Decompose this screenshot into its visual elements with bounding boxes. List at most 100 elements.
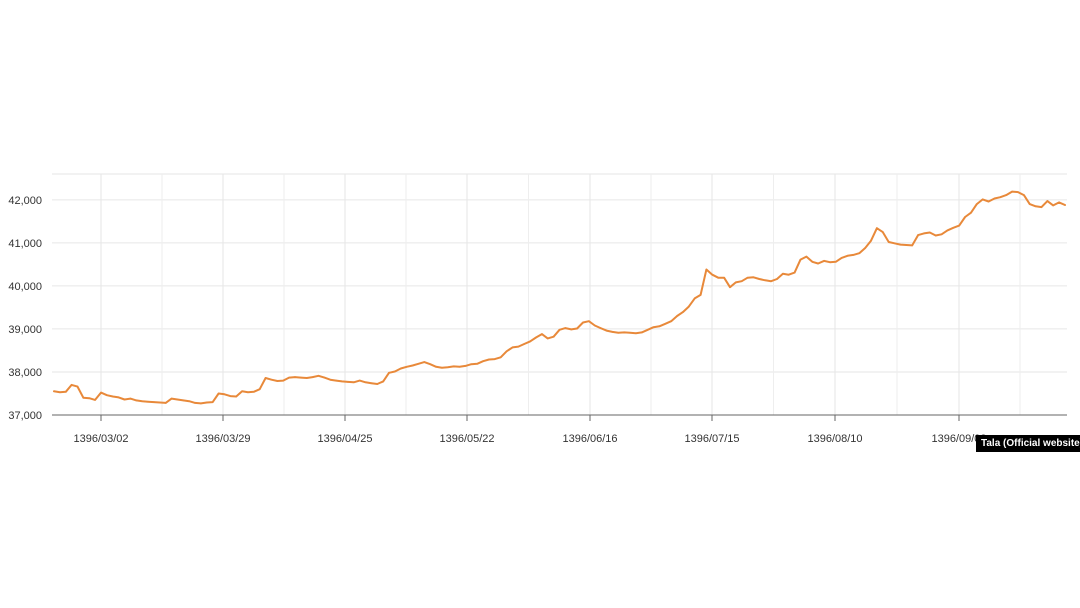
- data-point: [300, 376, 302, 379]
- data-point: [253, 391, 255, 393]
- data-point: [170, 397, 173, 400]
- data-point: [211, 401, 214, 403]
- data-point: [899, 243, 902, 246]
- data-point: [1064, 204, 1066, 206]
- data-point: [646, 329, 649, 331]
- data-point: [388, 372, 390, 374]
- data-point: [535, 336, 537, 339]
- data-point: [893, 242, 896, 245]
- data-point: [241, 390, 243, 393]
- data-point: [353, 381, 355, 384]
- data-point: [288, 376, 290, 379]
- data-point: [82, 397, 85, 399]
- data-point: [658, 325, 661, 328]
- data-point: [605, 329, 608, 332]
- data-point: [488, 358, 490, 361]
- data-point: [717, 276, 719, 279]
- source-credit-badge: Tala (Official website): [976, 435, 1080, 452]
- data-point: [317, 375, 320, 377]
- data-point: [746, 276, 749, 279]
- data-point: [870, 239, 872, 242]
- data-point: [740, 280, 743, 283]
- data-point: [164, 402, 167, 404]
- y-tick-label: 38,000: [8, 367, 42, 379]
- data-point: [711, 273, 714, 276]
- data-point: [952, 227, 955, 229]
- data-point: [264, 377, 267, 379]
- data-point: [1046, 200, 1049, 202]
- data-point: [247, 391, 249, 394]
- data-point: [452, 365, 455, 368]
- data-point: [981, 198, 984, 201]
- data-point: [65, 391, 67, 393]
- x-tick-label: 1396/04/25: [317, 433, 372, 445]
- data-point: [405, 366, 408, 368]
- data-point: [976, 203, 978, 205]
- data-point: [106, 394, 108, 397]
- data-point: [382, 380, 385, 383]
- data-point: [993, 197, 996, 200]
- data-point: [94, 399, 96, 401]
- data-point: [429, 363, 432, 366]
- data-point: [564, 327, 567, 329]
- data-point: [558, 329, 561, 331]
- data-point: [364, 381, 367, 384]
- data-point: [358, 379, 361, 382]
- data-point: [1028, 203, 1031, 205]
- data-point: [582, 321, 584, 324]
- data-point: [811, 261, 814, 263]
- data-point: [529, 340, 531, 343]
- data-point: [546, 337, 549, 340]
- y-tick-label: 40,000: [8, 281, 42, 293]
- data-point: [923, 232, 925, 235]
- data-point: [200, 402, 202, 405]
- data-point: [623, 331, 625, 334]
- x-tick-label: 1396/05/22: [439, 433, 494, 445]
- data-point: [217, 392, 220, 395]
- data-point: [617, 332, 620, 334]
- data-point: [705, 268, 708, 271]
- data-point: [999, 196, 1002, 198]
- data-point: [964, 216, 966, 218]
- data-point: [970, 211, 972, 214]
- data-point: [505, 350, 508, 353]
- data-point: [693, 297, 696, 300]
- y-tick-label: 42,000: [8, 195, 42, 207]
- x-tick-label: 1396/08/10: [807, 433, 862, 445]
- data-point: [758, 278, 761, 280]
- data-point: [229, 395, 232, 397]
- data-point: [652, 326, 655, 329]
- data-point: [394, 370, 396, 373]
- data-point: [329, 378, 332, 381]
- data-point: [435, 366, 437, 368]
- data-point: [1052, 204, 1054, 207]
- data-point: [141, 400, 143, 403]
- data-point: [1034, 205, 1037, 208]
- data-point: [511, 346, 514, 349]
- data-point: [752, 276, 755, 279]
- data-point: [1011, 190, 1013, 193]
- data-point: [147, 400, 149, 403]
- data-point: [441, 366, 443, 369]
- data-point: [676, 315, 678, 317]
- data-point: [306, 377, 308, 379]
- data-point: [153, 401, 155, 403]
- data-point: [470, 363, 473, 366]
- series-layer: [53, 190, 1066, 405]
- data-point: [588, 320, 590, 323]
- data-point: [182, 399, 185, 402]
- y-tick-label: 37,000: [8, 410, 42, 422]
- data-point: [100, 391, 102, 394]
- data-point: [987, 200, 990, 203]
- data-point: [782, 273, 784, 275]
- data-point: [682, 311, 684, 313]
- data-point: [670, 320, 672, 323]
- data-point: [270, 378, 273, 381]
- x-tick-label: 1396/03/02: [73, 433, 128, 445]
- data-point: [411, 364, 414, 367]
- data-point: [599, 327, 602, 329]
- data-point: [347, 381, 349, 383]
- data-point: [458, 366, 461, 368]
- data-point: [864, 247, 866, 249]
